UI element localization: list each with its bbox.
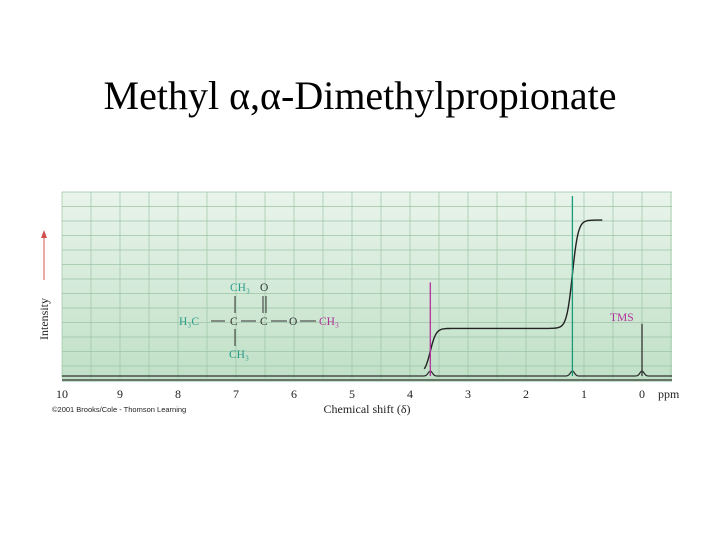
structure-ester-methyl: CH₃ <box>319 316 339 328</box>
x-tick-label: 2 <box>523 387 529 401</box>
x-tick-label: 8 <box>175 387 181 401</box>
x-tick-label: 5 <box>349 387 355 401</box>
x-tick-label: 3 <box>465 387 471 401</box>
x-tick-label: 1 <box>581 387 587 401</box>
structure-carbonyl-oxygen: O <box>260 282 268 294</box>
structure-ester-oxygen: O <box>289 316 297 328</box>
structure-carbonyl-carbon: C <box>260 316 268 328</box>
copyright-credit: ©2001 Brooks/Cole - Thomson Learning <box>52 405 186 414</box>
x-axis-unit: ppm <box>658 387 680 401</box>
structure-top-methyl: CH₃ <box>230 282 250 294</box>
x-tick-label: 6 <box>291 387 297 401</box>
structure-bottom-methyl: CH₃ <box>229 349 249 361</box>
structure-quaternary-carbon: C <box>230 316 238 328</box>
y-axis-label: Intensity <box>37 298 51 340</box>
x-tick-label: 10 <box>56 387 68 401</box>
plot-background <box>62 192 672 382</box>
x-tick-label: 0 <box>639 387 645 401</box>
x-axis-label: Chemical shift (δ) <box>324 402 411 416</box>
spectrum-trace-layer <box>62 196 672 377</box>
structure-left-methyl: H₃C <box>179 316 199 328</box>
y-axis-arrowhead <box>41 230 47 238</box>
tms-label: TMS <box>610 312 634 324</box>
x-tick-label: 7 <box>233 387 239 401</box>
spectrum-baseline <box>62 370 672 377</box>
x-tick-labels: 10 9 8 7 6 5 4 3 2 1 0 <box>56 387 645 401</box>
grid-lines <box>61 191 672 378</box>
x-tick-label: 9 <box>117 387 123 401</box>
x-tick-label: 4 <box>407 387 413 401</box>
molecular-structure: CH₃ O H₃C C C O CH₃ CH₃ <box>179 282 339 361</box>
slide-title: Methyl α,α-Dimethylpropionate <box>103 73 617 118</box>
